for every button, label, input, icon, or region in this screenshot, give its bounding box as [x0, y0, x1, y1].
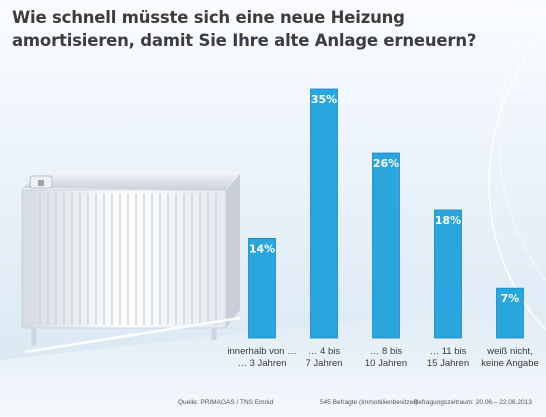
floor-reflection	[0, 300, 546, 417]
footer-source: Quelle: PRIMAGAS / TNS Emnid	[178, 399, 274, 406]
bar-1	[310, 88, 338, 339]
bar-value-label-3: 18%	[435, 214, 461, 227]
category-label-2-line-1: … 8 bis	[370, 346, 402, 357]
category-label-2-line-2: 10 Jahren	[365, 358, 407, 369]
bar-4	[496, 287, 524, 339]
bar-value-label-4: 7%	[501, 292, 520, 305]
category-label-1-line-2: 7 Jahren	[306, 358, 343, 369]
title-line-2: amortisieren, damit Sie Ihre alte Anlage…	[12, 31, 477, 50]
category-label-3-line-1: … 11 bis	[430, 346, 467, 357]
category-label-0-line-2: … 3 Jahren	[237, 358, 286, 369]
bar-3	[434, 209, 462, 339]
bar-value-label-0: 14%	[249, 242, 275, 255]
radiator-image	[21, 172, 241, 354]
bar-0	[248, 237, 276, 339]
footer-sample-size: 545 Befragte (Immobilienbesitzer)	[320, 399, 418, 406]
footer-survey-period: Befragungszeitraum: 20.06.– 22.06.2013	[414, 399, 532, 406]
bar-2	[372, 152, 400, 339]
category-label-3-line-2: 15 Jahren	[427, 358, 469, 369]
chart-title: Wie schnell müsste sich eine neue Heizun…	[12, 6, 532, 52]
category-label-1-line-1: … 4 bis	[308, 346, 340, 357]
bar-value-label-2: 26%	[373, 157, 399, 170]
category-label-0-line-1: innerhalb von …	[227, 346, 296, 357]
footer: Quelle: PRIMAGAS / TNS Emnid 545 Befragt…	[0, 399, 546, 413]
category-label-4-line-1: weiß nicht,	[486, 346, 532, 357]
bar-value-label-1: 35%	[311, 93, 337, 106]
category-label-4-line-2: keine Angabe	[481, 358, 539, 369]
title-line-1: Wie schnell müsste sich eine neue Heizun…	[12, 8, 405, 27]
background-swoosh-curve	[498, 39, 546, 281]
